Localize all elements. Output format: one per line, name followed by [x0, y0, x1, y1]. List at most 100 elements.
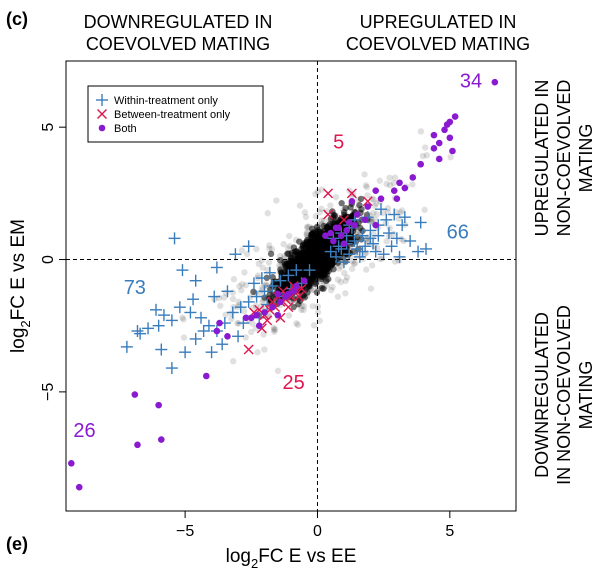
within-treatment-point [372, 229, 385, 242]
count-label: 34 [460, 70, 482, 92]
within-treatment-point [337, 256, 350, 269]
both-point [377, 195, 385, 202]
both-point [491, 78, 499, 86]
within-treatment-point [369, 245, 382, 258]
within-treatment-point [351, 242, 364, 255]
both-point [446, 134, 454, 142]
both-point [134, 441, 141, 449]
series-layer [67, 78, 499, 491]
within-treatment-point [165, 362, 178, 375]
legend-key-between-treatment-point [97, 109, 107, 119]
within-treatment-point [168, 232, 181, 245]
within-treatment-point [150, 303, 162, 316]
within-treatment-point [205, 346, 218, 359]
between-treatment-point [262, 315, 273, 326]
within-treatment-point [242, 240, 255, 253]
legend-key-both-point [98, 124, 106, 132]
within-treatment-point [303, 264, 316, 277]
within-treatment-point [202, 319, 215, 332]
within-treatment-point [290, 264, 303, 277]
between-treatment-point [323, 188, 334, 199]
legend-label-between: Between-treatment only [114, 109, 231, 121]
x-tick-label: 5 [445, 523, 454, 540]
legend: Within-treatment only Between-treatment … [87, 85, 264, 143]
legend-box [87, 85, 264, 143]
both-point [277, 298, 284, 306]
within-treatment-point [330, 250, 342, 263]
within-treatment-point [176, 264, 189, 277]
quadrant-label-right-lower-line-1: DOWNREGULATED [532, 312, 552, 478]
both-point [213, 327, 221, 335]
both-point [401, 184, 409, 192]
legend-label-within: Within-treatment only [114, 95, 218, 107]
both-point [327, 229, 335, 237]
legend-keys [96, 94, 108, 132]
both-point [216, 319, 223, 327]
both-point [441, 126, 448, 134]
within-treatment-point [229, 248, 242, 261]
quadrant-label-top-left-line-1: DOWNREGULATED IN [84, 12, 273, 32]
quadrant-label-top-left-line-2: COEVOLVED MATING [86, 34, 270, 54]
both-point [330, 237, 337, 245]
both-point [292, 282, 300, 290]
both-point [202, 372, 210, 380]
both-point [449, 147, 456, 155]
both-point [255, 322, 263, 330]
between-treatment-point [243, 344, 254, 355]
within-treatment-point [343, 248, 356, 261]
within-treatment-point [388, 208, 401, 221]
quadrant-label-top-right-line-1: UPREGULATED IN [360, 12, 517, 32]
both-point [451, 113, 459, 120]
within-treatment-point [195, 311, 207, 324]
within-treatment-point [282, 269, 295, 282]
within-treatment-point [226, 306, 239, 319]
both-point [67, 460, 75, 467]
within-treatment-point [356, 245, 369, 258]
within-treatment-point [396, 219, 409, 232]
within-treatment-point [324, 245, 337, 258]
within-treatment-point [385, 240, 398, 253]
both-point [390, 187, 398, 195]
both-point [155, 401, 162, 409]
both-point [345, 219, 353, 226]
within-treatment-point [255, 272, 268, 285]
within-treatment-point [266, 280, 279, 292]
x-axis-label: log2FC E vs EE [226, 546, 357, 571]
count-label: 73 [124, 277, 146, 299]
both-point [274, 311, 282, 319]
both-point [348, 197, 356, 205]
within-treatment-point [208, 290, 221, 303]
legend-label-both: Both [114, 123, 137, 135]
both-point [340, 240, 348, 247]
within-treatment-point [165, 314, 178, 327]
within-treatment-point [412, 245, 425, 258]
within-treatment-point [247, 277, 260, 290]
panel-label-top: (c) [6, 9, 28, 29]
both-point [269, 303, 276, 311]
both-point [409, 174, 417, 181]
quadrant-label-right-upper-line-3: MATING [576, 124, 595, 193]
both-point [393, 195, 401, 202]
count-label: 26 [73, 420, 95, 442]
y-tick-label: 0 [40, 255, 57, 264]
within-treatment-point [157, 309, 170, 322]
both-point [435, 155, 443, 163]
both-point [372, 187, 380, 195]
y-axis-label: log2FC E vs EM [8, 219, 33, 353]
within-treatment-point [375, 203, 387, 216]
both-point [131, 391, 139, 398]
both-point [396, 179, 403, 187]
within-treatment-point [221, 285, 234, 298]
within-treatment-point [380, 213, 393, 226]
both-point [430, 145, 438, 152]
within-treatment-point [353, 250, 366, 263]
within-treatment-point [210, 261, 223, 274]
both-point [372, 221, 380, 229]
both-point [343, 227, 350, 234]
within-treatment-point [189, 332, 202, 345]
within-treatment-point [120, 340, 133, 353]
both-point [290, 287, 297, 295]
within-treatment-point [184, 306, 197, 319]
within-treatment-point [234, 301, 247, 314]
both-point [353, 211, 361, 218]
